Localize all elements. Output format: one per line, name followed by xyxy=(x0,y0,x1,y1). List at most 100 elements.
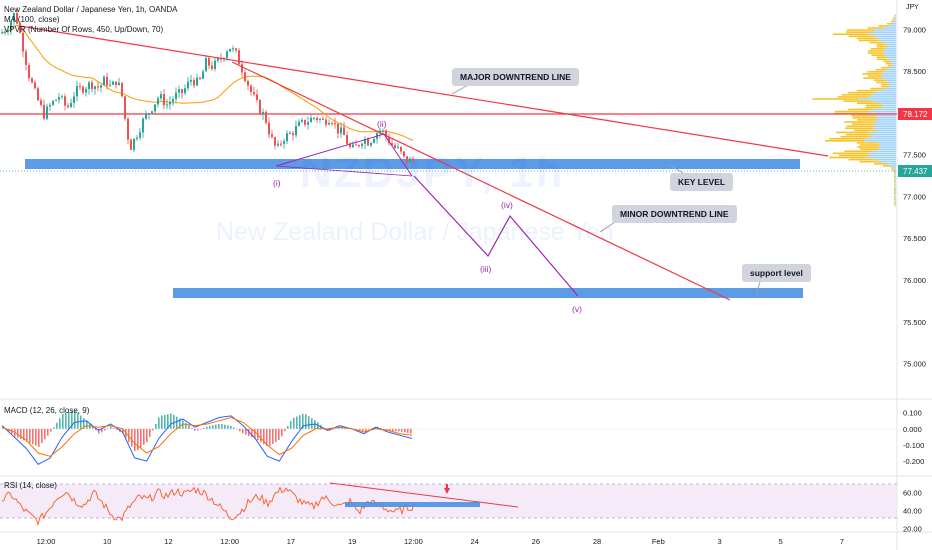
candle-body xyxy=(301,119,303,122)
macd-histogram-bar xyxy=(104,428,106,431)
major-downtrend-callout[interactable]: MAJOR DOWNTREND LINE xyxy=(452,68,579,86)
wave-triangle-base[interactable] xyxy=(275,165,413,177)
candle-body xyxy=(34,82,36,89)
macd-histogram-bar xyxy=(224,424,226,429)
volume-profile-bar-down xyxy=(885,79,896,81)
macd-histogram-bar xyxy=(197,428,199,431)
volume-profile-bar-up xyxy=(885,62,892,65)
volume-profile-bar-up xyxy=(894,194,896,196)
candle-body xyxy=(307,122,309,125)
candle-body xyxy=(127,118,129,140)
support-level-callout[interactable]: support level xyxy=(742,264,811,282)
volume-profile-bar-down xyxy=(886,162,896,165)
candle-body xyxy=(340,127,342,134)
macd-tick-label: 0.000 xyxy=(903,425,922,434)
candle-body xyxy=(163,94,165,106)
support-level-zone[interactable] xyxy=(173,288,803,298)
candle-body xyxy=(7,30,9,32)
rsi-axis: 60.00 40.00 20.00 xyxy=(903,489,922,534)
volume-profile-bar-down xyxy=(894,179,896,182)
candle-body xyxy=(349,143,351,148)
macd-histogram-bar xyxy=(278,428,280,441)
volume-profile-bar-down xyxy=(883,27,896,29)
key-level-zone[interactable] xyxy=(25,159,800,169)
volume-profile-bar-up xyxy=(847,91,875,94)
candle-body xyxy=(94,86,96,90)
candle-body xyxy=(331,123,333,125)
macd-histogram-bar xyxy=(281,428,283,437)
volume-profile-bar-down xyxy=(883,52,896,54)
candle-body xyxy=(187,81,189,89)
candle-body xyxy=(385,130,387,137)
volume-profile-bar-up xyxy=(844,150,873,153)
rsi-trendline[interactable] xyxy=(329,482,519,508)
volume-profile-bar-up xyxy=(894,185,896,188)
volume-profile-bar-down xyxy=(894,188,896,190)
volume-profile-bar-up xyxy=(859,148,880,150)
candle-body xyxy=(184,88,186,94)
candle-body xyxy=(121,82,123,97)
rsi-support-zone[interactable] xyxy=(345,502,480,507)
candle-body xyxy=(148,113,150,115)
volume-profile-bar-up xyxy=(883,60,891,63)
elliott-wave-projection[interactable] xyxy=(413,175,579,297)
volume-profile-bar-down xyxy=(884,54,896,56)
macd-histogram-bar xyxy=(68,412,70,429)
macd-histogram-bar xyxy=(227,425,229,429)
candle-body xyxy=(142,118,144,133)
volume-profile-bar-down xyxy=(883,75,896,77)
volume-profile-bar-down xyxy=(895,202,896,205)
moving-average-line xyxy=(1,24,414,141)
rsi-legend: RSI (14, close) xyxy=(4,481,57,490)
candle-body xyxy=(232,48,234,50)
macd-histogram-bar xyxy=(368,428,370,430)
volume-profile-bar-down xyxy=(858,98,896,100)
volume-profile-bar-down xyxy=(888,25,896,27)
wave-triangle[interactable] xyxy=(275,133,413,177)
support-level-pointer xyxy=(755,281,761,295)
rsi-tick-label: 20.00 xyxy=(903,524,922,533)
macd-histogram-bar xyxy=(155,423,157,429)
volume-profile-bar-down xyxy=(894,175,896,178)
volume-profile-bar-up xyxy=(843,100,873,102)
volume-profile-bar-up xyxy=(890,20,894,23)
volume-profile-bar-down xyxy=(895,181,896,184)
volume-profile-bar-down xyxy=(882,104,896,107)
volume-profile-bar-up xyxy=(893,177,896,180)
volume-profile-bar-up xyxy=(865,106,883,109)
major-downtrend-line[interactable] xyxy=(19,25,829,157)
candle-body xyxy=(190,79,192,82)
volume-profile-bar-up xyxy=(852,117,877,119)
candlestick-series xyxy=(1,9,414,166)
volume-profile-bar-up xyxy=(876,43,888,46)
vpvr-legend: VPVR (Number Of Rows, 450, Up/Down, 70) xyxy=(4,25,164,34)
key-level-callout[interactable]: KEY LEVEL xyxy=(670,173,734,191)
minor-downtrend-line[interactable] xyxy=(231,61,731,301)
macd-histogram-bar xyxy=(287,426,289,429)
volume-profile-bar-up xyxy=(867,75,884,77)
minor-downtrend-callout[interactable]: MINOR DOWNTREND LINE xyxy=(612,205,737,223)
macd-histogram-bar xyxy=(203,427,205,429)
candle-body xyxy=(286,133,288,142)
macd-histogram-bar xyxy=(113,427,115,429)
volume-profile-bar-down xyxy=(895,200,896,203)
candle-body xyxy=(133,138,135,150)
volume-profile-bar-down xyxy=(878,142,896,144)
macd-histogram-bar xyxy=(98,428,100,434)
macd-histogram-bar xyxy=(299,415,301,429)
volume-profile-bar-up xyxy=(832,33,868,36)
macd-tick-label: -0.100 xyxy=(903,441,924,450)
macd-histogram-bar xyxy=(254,428,256,439)
candle-body xyxy=(130,139,132,150)
volume-profile-bar-down xyxy=(873,31,896,33)
time-tick-label: 7 xyxy=(840,537,844,546)
candle-body xyxy=(49,104,51,107)
candle-body xyxy=(4,31,6,33)
volume-profile-bar-up xyxy=(876,56,888,59)
candle-body xyxy=(88,82,90,90)
candle-body xyxy=(322,118,324,120)
macd-histogram-bar xyxy=(194,428,196,431)
candle-body xyxy=(343,127,345,136)
volume-profile-bar-up xyxy=(828,156,866,159)
volume-profile-bar-up xyxy=(836,131,870,134)
